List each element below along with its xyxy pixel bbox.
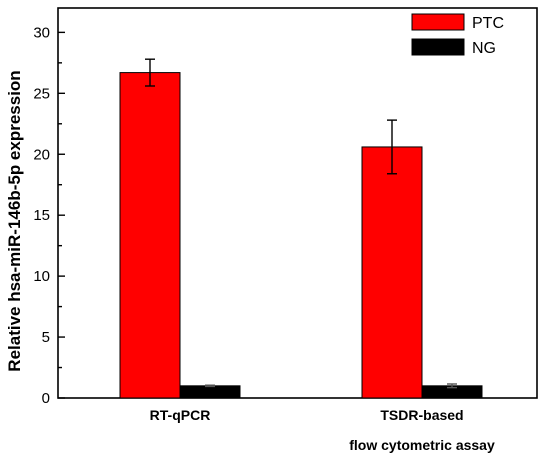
- y-axis-label: Relative hsa-miR-146b-5p expression: [5, 70, 24, 371]
- y-tick-label: 10: [33, 268, 50, 285]
- legend-swatch-ng: [411, 38, 465, 56]
- legend-swatch-ptc: [411, 13, 465, 31]
- x-category-label: RT-qPCR: [150, 407, 211, 423]
- y-tick-label: 15: [33, 207, 50, 224]
- y-tick-label: 0: [42, 390, 50, 407]
- y-tick-label: 5: [42, 329, 50, 346]
- y-tick-label: 30: [33, 24, 50, 41]
- bar-ptc-1: [361, 146, 423, 399]
- legend-label-ng: NG: [472, 40, 496, 57]
- x-category-label: flow cytometric assay: [349, 437, 495, 453]
- bars: [119, 58, 483, 399]
- y-tick-label: 25: [33, 85, 50, 102]
- bar-ng-0: [179, 385, 241, 399]
- bar-ptc-0: [119, 72, 181, 399]
- labels: 0 5 10 15 20 25 30 Relative hsa-miR-146b-5p exp…: [5, 24, 495, 453]
- x-category-label: TSDR-based: [380, 407, 463, 423]
- y-tick-label: 20: [33, 146, 50, 163]
- axes: [57, 7, 538, 399]
- plot-frame: [57, 7, 538, 399]
- legend: PTC NG: [411, 13, 504, 57]
- legend-label-ptc: PTC: [472, 15, 504, 32]
